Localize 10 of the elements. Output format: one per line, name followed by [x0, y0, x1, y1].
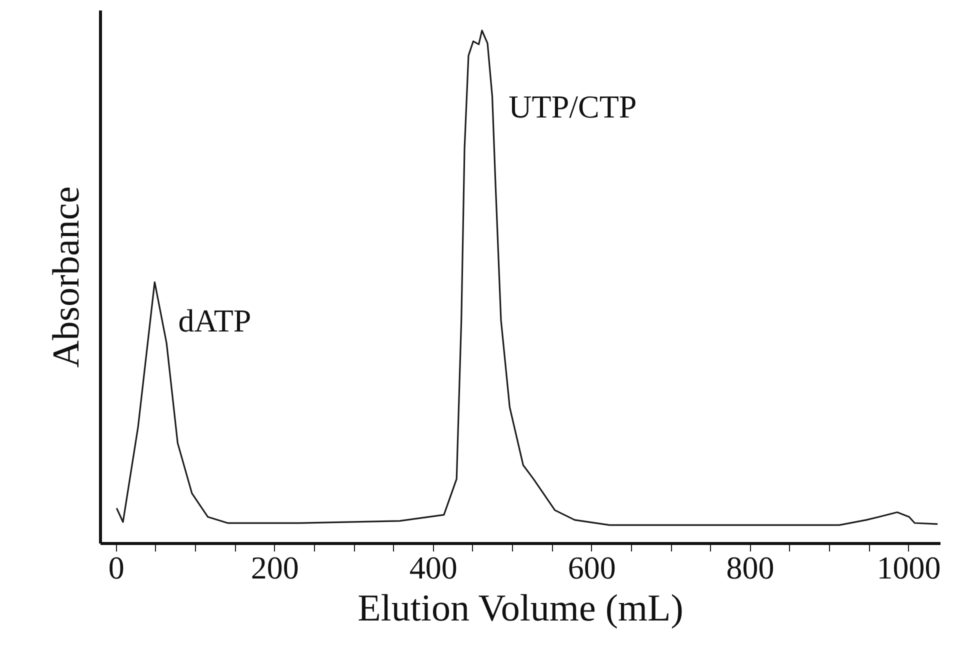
- x-tick-label: 400: [409, 550, 458, 586]
- y-axis-title: Absorbance: [46, 186, 88, 368]
- annotation: UTP/CTP: [508, 88, 637, 124]
- x-tick-label: 800: [726, 550, 774, 586]
- x-tick-label: 600: [568, 550, 616, 586]
- x-tick-label: 1000: [876, 550, 941, 586]
- x-tick-label: 200: [250, 550, 299, 586]
- x-axis-title: Elution Volume (mL): [358, 588, 684, 630]
- x-tick-label: 0: [108, 550, 124, 586]
- annotation: dATP: [178, 302, 252, 338]
